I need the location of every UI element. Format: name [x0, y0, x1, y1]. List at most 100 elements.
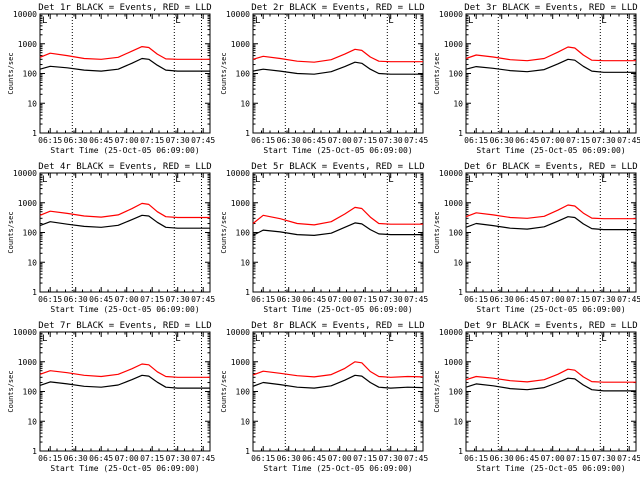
plot-frame [465, 172, 637, 293]
x-tick-label: 06:15 [251, 295, 275, 304]
series-line-lld [39, 45, 210, 60]
y-axis-label: Counts/sec [220, 211, 228, 253]
panel-title: Det 4r BLACK = Events, RED = LLD [38, 162, 211, 172]
x-tick-label: 06:45 [302, 136, 326, 145]
plot-frame [252, 331, 424, 452]
x-tick-label: 06:15 [464, 454, 488, 463]
y-tick-label: 1000 [444, 40, 463, 49]
panel-title: Det 8r BLACK = Events, RED = LLD [251, 321, 424, 331]
series-line-events [465, 377, 636, 392]
y-axis-label: Counts/sec [7, 52, 15, 94]
x-axis-label: Start Time (25-Oct-05 06:09:00) [263, 146, 412, 155]
corner-mark: L [42, 16, 47, 26]
panel-det-7: Det 7r BLACK = Events, RED = LLD 1 10 100 10… [7, 321, 215, 473]
x-axis-label: Start Time (25-Oct-05 06:09:00) [50, 146, 199, 155]
x-tick-label: 07:45 [191, 136, 215, 145]
panel-det-5: Det 5r BLACK = Events, RED = LLD 1 10 100 10… [220, 162, 428, 314]
y-tick-label: 1 [458, 288, 463, 297]
y-axis-label: Counts/sec [220, 370, 228, 412]
y-tick-label: 10 [27, 417, 37, 426]
y-tick-label: 1000 [18, 40, 37, 49]
x-axis-label: Start Time (25-Oct-05 06:09:00) [50, 464, 199, 473]
series-line-lld [465, 204, 636, 220]
x-tick-label: 07:00 [115, 136, 139, 145]
series-line-lld [39, 363, 210, 378]
y-tick-label: 10000 [439, 328, 463, 337]
x-tick-label: 06:30 [490, 295, 514, 304]
y-tick-label: 10000 [439, 169, 463, 178]
y-tick-label: 100 [236, 388, 251, 397]
x-tick-label: 07:15 [140, 454, 164, 463]
y-tick-label: 1000 [444, 358, 463, 367]
x-tick-label: 06:45 [302, 454, 326, 463]
x-axis-label: Start Time (25-Oct-05 06:09:00) [476, 146, 625, 155]
panel-title: Det 1r BLACK = Events, RED = LLD [38, 3, 211, 13]
x-tick-label: 07:00 [328, 295, 352, 304]
y-axis-label: Counts/sec [7, 370, 15, 412]
panel-title: Det 3r BLACK = Events, RED = LLD [464, 3, 637, 13]
series-line-lld [252, 48, 423, 63]
series-line-lld [252, 206, 423, 226]
panel-title: Det 6r BLACK = Events, RED = LLD [464, 162, 637, 172]
series-line-lld [465, 368, 636, 383]
y-tick-label: 10000 [226, 10, 250, 19]
x-tick-label: 06:30 [277, 295, 301, 304]
y-tick-label: 10 [240, 258, 250, 267]
plot-frame [39, 172, 211, 293]
corner-mark: L [388, 16, 393, 26]
x-tick-label: 06:30 [64, 454, 88, 463]
x-tick-label: 06:45 [89, 295, 113, 304]
y-tick-label: 1 [32, 129, 37, 138]
y-tick-label: 10000 [13, 10, 37, 19]
corner-mark: L [601, 175, 606, 185]
x-tick-label: 06:45 [515, 454, 539, 463]
y-tick-label: 10000 [439, 10, 463, 19]
y-tick-label: 1000 [444, 199, 463, 208]
x-tick-label: 06:15 [251, 454, 275, 463]
y-tick-label: 100 [449, 70, 464, 79]
x-tick-label: 07:15 [353, 295, 377, 304]
x-axis-label: Start Time (25-Oct-05 06:09:00) [50, 305, 199, 314]
x-tick-label: 07:45 [404, 295, 428, 304]
panel-title: Det 7r BLACK = Events, RED = LLD [38, 321, 211, 331]
panel-title: Det 9r BLACK = Events, RED = LLD [464, 321, 637, 331]
y-axis-label: Counts/sec [7, 211, 15, 253]
y-tick-label: 10000 [13, 169, 37, 178]
x-tick-label: 07:30 [592, 136, 616, 145]
x-tick-label: 07:45 [617, 454, 640, 463]
y-tick-label: 1000 [231, 199, 250, 208]
series-line-events [465, 58, 636, 73]
plot-frame [252, 172, 424, 293]
x-tick-label: 07:00 [541, 295, 565, 304]
x-tick-label: 06:45 [89, 136, 113, 145]
x-tick-label: 06:15 [251, 136, 275, 145]
x-tick-label: 07:30 [166, 454, 190, 463]
x-tick-label: 07:00 [115, 454, 139, 463]
y-tick-label: 100 [23, 388, 38, 397]
corner-mark: L [255, 16, 260, 26]
y-tick-label: 10 [240, 417, 250, 426]
x-tick-label: 06:15 [38, 295, 62, 304]
x-tick-label: 07:30 [379, 295, 403, 304]
x-tick-label: 07:45 [191, 295, 215, 304]
corner-mark: L [601, 334, 606, 344]
corner-mark: L [255, 334, 260, 344]
x-tick-label: 07:30 [379, 136, 403, 145]
x-axis-label: Start Time (25-Oct-05 06:09:00) [263, 305, 412, 314]
x-tick-label: 07:15 [566, 295, 590, 304]
x-tick-label: 06:15 [38, 454, 62, 463]
x-tick-label: 06:30 [64, 136, 88, 145]
x-tick-label: 07:00 [541, 454, 565, 463]
y-axis-label: Counts/sec [220, 52, 228, 94]
corner-mark: L [468, 16, 473, 26]
panel-title: Det 5r BLACK = Events, RED = LLD [251, 162, 424, 172]
x-tick-label: 06:15 [464, 136, 488, 145]
panel-det-1: Det 1r BLACK = Events, RED = LLD 1 10 100 10… [7, 3, 215, 155]
panel-det-6: Det 6r BLACK = Events, RED = LLD 1 10 100 10… [433, 162, 640, 314]
x-tick-label: 06:45 [515, 295, 539, 304]
x-tick-label: 06:30 [64, 295, 88, 304]
y-tick-label: 10 [27, 99, 37, 108]
x-axis-label: Start Time (25-Oct-05 06:09:00) [263, 464, 412, 473]
y-tick-label: 1 [32, 288, 37, 297]
plot-frame [39, 331, 211, 452]
